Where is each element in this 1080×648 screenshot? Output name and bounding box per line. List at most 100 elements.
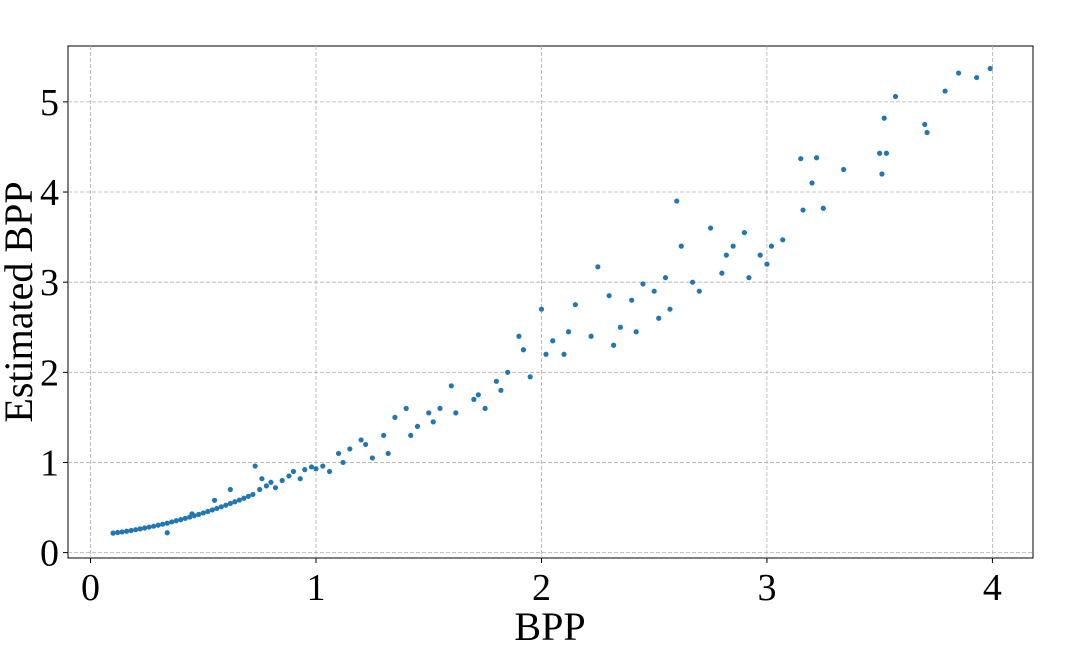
point <box>313 466 319 472</box>
point <box>211 497 218 503</box>
point <box>326 468 333 475</box>
point <box>257 486 263 493</box>
plot-frame <box>67 45 1034 559</box>
point <box>408 432 414 439</box>
point <box>572 302 578 308</box>
point <box>252 463 258 469</box>
point <box>493 378 499 384</box>
x-tick-label: 3 <box>757 567 776 609</box>
point <box>922 121 928 128</box>
point <box>820 205 826 211</box>
point <box>707 225 714 231</box>
point <box>611 342 617 348</box>
point <box>798 156 804 162</box>
point <box>155 522 161 528</box>
point <box>164 530 170 536</box>
point <box>124 528 130 534</box>
point <box>250 491 256 498</box>
point <box>218 504 224 510</box>
point <box>119 529 125 535</box>
y-tick-label: 4 <box>40 172 59 214</box>
point <box>437 405 443 411</box>
point <box>520 347 527 353</box>
point <box>241 495 247 501</box>
point <box>160 521 166 527</box>
point <box>841 166 847 173</box>
point <box>741 229 748 236</box>
point <box>764 261 770 267</box>
point <box>689 279 696 285</box>
point <box>381 432 387 439</box>
point <box>448 383 454 389</box>
point <box>475 392 481 398</box>
point <box>308 464 315 470</box>
point <box>746 275 752 281</box>
point <box>606 293 612 299</box>
point <box>656 315 662 321</box>
point <box>358 437 364 443</box>
point <box>263 483 270 489</box>
point <box>115 529 121 536</box>
point <box>730 243 736 249</box>
x-axis-label: BPP <box>514 604 585 648</box>
point <box>290 468 297 475</box>
point <box>674 198 680 204</box>
point <box>189 511 195 517</box>
point <box>813 155 820 161</box>
point <box>223 502 229 508</box>
point <box>214 505 220 512</box>
point <box>955 70 962 76</box>
point <box>617 324 623 330</box>
point <box>651 288 657 294</box>
y-tick-label: 1 <box>40 442 59 484</box>
point <box>987 65 993 72</box>
point <box>430 419 436 425</box>
point <box>110 530 116 536</box>
point <box>453 410 459 416</box>
point <box>385 450 391 457</box>
point <box>498 387 504 393</box>
point <box>667 306 673 312</box>
point <box>768 243 775 249</box>
point <box>471 396 477 402</box>
point <box>335 450 342 457</box>
point <box>347 446 353 452</box>
point <box>550 338 556 344</box>
point <box>662 275 669 281</box>
point <box>259 476 265 482</box>
point <box>137 526 143 532</box>
y-axis-label: Estimated BPP <box>0 181 41 422</box>
point <box>369 455 375 461</box>
point <box>200 510 206 516</box>
y-tick-label: 3 <box>40 262 59 304</box>
point <box>227 486 233 493</box>
point <box>164 520 170 526</box>
point <box>538 306 545 312</box>
point <box>392 414 398 420</box>
point <box>232 499 238 505</box>
point <box>182 515 188 521</box>
point <box>633 329 639 335</box>
point <box>146 524 152 530</box>
point <box>279 477 285 484</box>
y-tick-label: 5 <box>40 82 59 124</box>
x-tick-label: 2 <box>532 567 551 609</box>
point <box>924 129 930 136</box>
point <box>302 467 308 473</box>
point <box>543 351 549 357</box>
point <box>227 500 233 507</box>
x-tick-label: 1 <box>307 567 326 609</box>
point <box>561 351 567 357</box>
point <box>169 519 175 525</box>
point <box>363 441 369 448</box>
point <box>877 150 883 156</box>
x-tick-label: 0 <box>81 567 100 609</box>
x-tick-label: 4 <box>983 567 1002 609</box>
point <box>723 252 729 258</box>
point <box>128 527 134 534</box>
point <box>320 463 326 469</box>
point <box>403 405 409 411</box>
point <box>879 171 885 177</box>
point <box>286 473 292 479</box>
